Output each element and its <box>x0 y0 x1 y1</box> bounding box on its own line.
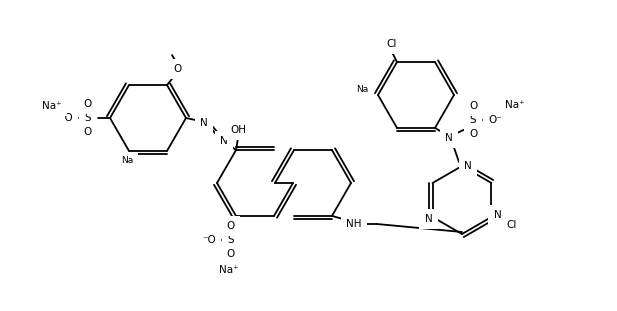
Text: S: S <box>85 113 91 123</box>
Text: N: N <box>220 136 228 146</box>
Text: O: O <box>227 221 235 231</box>
Text: O: O <box>469 129 477 139</box>
Text: N: N <box>464 161 472 171</box>
Text: Na: Na <box>356 86 368 95</box>
Text: Na: Na <box>121 156 133 165</box>
Text: OH: OH <box>230 125 246 135</box>
Text: Cl: Cl <box>507 220 516 230</box>
Text: O: O <box>84 127 92 137</box>
Text: N: N <box>424 214 433 224</box>
Text: ⁻O: ⁻O <box>59 113 73 123</box>
Text: O: O <box>84 99 92 109</box>
Text: ⁻O: ⁻O <box>202 235 216 245</box>
Text: O: O <box>227 249 235 259</box>
Text: Na⁺: Na⁺ <box>219 265 239 275</box>
Text: Cl: Cl <box>387 39 397 49</box>
Text: O: O <box>469 101 477 111</box>
Text: Na⁺: Na⁺ <box>505 100 525 110</box>
Text: S: S <box>228 235 234 245</box>
Text: O⁻: O⁻ <box>488 115 502 125</box>
Text: Na⁺: Na⁺ <box>42 101 62 111</box>
Text: O: O <box>174 64 182 74</box>
Text: N: N <box>445 133 453 143</box>
Text: NH: NH <box>346 219 362 229</box>
Text: S: S <box>470 115 476 125</box>
Text: N: N <box>494 210 502 220</box>
Text: N: N <box>200 118 208 128</box>
